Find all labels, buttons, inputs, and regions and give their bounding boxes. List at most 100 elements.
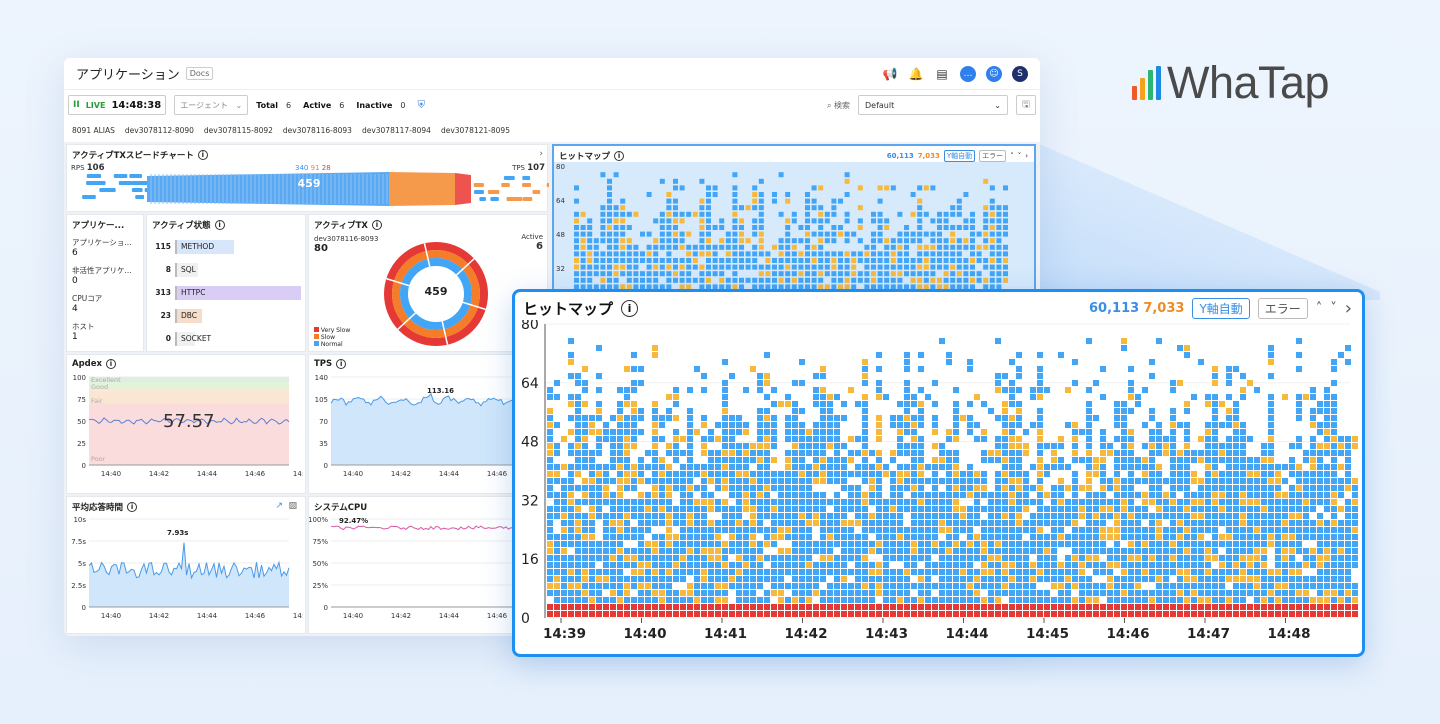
heat-cell bbox=[722, 464, 728, 470]
area-chart-icon[interactable]: ▨ bbox=[288, 501, 297, 511]
error-filter-button[interactable]: エラー bbox=[1257, 298, 1308, 319]
agent-chip[interactable]: dev3078115-8092 bbox=[203, 125, 273, 135]
docs-link[interactable]: Docs bbox=[185, 67, 214, 80]
chevron-right-icon[interactable]: › bbox=[539, 149, 543, 159]
heat-cell bbox=[897, 450, 903, 456]
heat-cell bbox=[834, 611, 840, 617]
heat-cell bbox=[1003, 251, 1008, 257]
heat-cell bbox=[946, 576, 952, 582]
megaphone-icon[interactable]: 📢 bbox=[882, 66, 898, 81]
heat-cell bbox=[574, 271, 579, 277]
heat-cell bbox=[706, 192, 711, 197]
heat-cell bbox=[827, 583, 833, 589]
heat-cell bbox=[1100, 394, 1106, 400]
chevron-right-icon[interactable]: › bbox=[1025, 152, 1028, 160]
pause-icon[interactable]: II bbox=[73, 100, 80, 110]
info-icon[interactable]: i bbox=[336, 359, 347, 369]
heat-cell bbox=[1072, 422, 1078, 428]
heat-cell bbox=[1317, 541, 1323, 547]
heat-cell bbox=[988, 527, 994, 533]
heat-cell bbox=[708, 429, 714, 435]
heat-cell bbox=[862, 611, 868, 617]
heat-cell bbox=[967, 506, 973, 512]
heat-cell bbox=[876, 520, 882, 526]
y-tick-label: 32 bbox=[521, 493, 539, 509]
heat-cell bbox=[824, 284, 830, 290]
heat-cell bbox=[610, 457, 616, 463]
calendar-icon[interactable]: ▤ bbox=[936, 66, 948, 81]
info-icon[interactable]: i bbox=[614, 151, 625, 161]
heat-cell bbox=[1058, 611, 1064, 617]
heat-cell bbox=[646, 231, 652, 237]
bell-icon[interactable]: 🔔 bbox=[908, 66, 924, 81]
heat-cell bbox=[582, 597, 588, 603]
heat-cell bbox=[1261, 611, 1267, 617]
heat-cell bbox=[701, 583, 707, 589]
heat-cell bbox=[1072, 450, 1078, 456]
heat-cell bbox=[1016, 352, 1022, 358]
heat-cell bbox=[1107, 562, 1113, 568]
info-icon[interactable]: i bbox=[214, 220, 225, 230]
heat-cell bbox=[1212, 590, 1218, 596]
chevron-up-icon[interactable]: ˄ bbox=[1315, 301, 1323, 316]
info-icon[interactable]: i bbox=[621, 300, 639, 317]
chat-icon[interactable]: … bbox=[960, 65, 976, 82]
speed-dash bbox=[501, 183, 510, 187]
heat-cell bbox=[1331, 506, 1337, 512]
active-state-row[interactable]: 23 DBC bbox=[147, 304, 305, 327]
yaxis-auto-button[interactable]: Y軸自動 bbox=[943, 150, 976, 162]
active-state-row[interactable]: 0 SOCKET bbox=[147, 327, 305, 350]
user-avatar[interactable]: S bbox=[1012, 65, 1028, 82]
heat-cell bbox=[1037, 394, 1043, 400]
heat-cell bbox=[805, 284, 810, 290]
heat-cell bbox=[624, 443, 630, 449]
agent-chip[interactable]: 8091 ALIAS bbox=[72, 125, 115, 135]
active-state-row[interactable]: 115 METHOD bbox=[147, 235, 305, 258]
chevron-up-icon[interactable]: ˄ bbox=[1010, 152, 1014, 160]
agent-chip[interactable]: dev3078112-8090 bbox=[124, 125, 194, 135]
heat-cell bbox=[918, 387, 924, 393]
agent-select[interactable]: エージェント ⌄ bbox=[174, 95, 249, 115]
live-toggle[interactable]: II LIVE 14:48:38 bbox=[68, 95, 167, 115]
agent-chip[interactable]: dev3078117-8094 bbox=[361, 125, 431, 135]
active-state-row[interactable]: 8 SQL bbox=[147, 258, 305, 281]
info-icon[interactable]: i bbox=[371, 220, 382, 230]
heat-cell bbox=[764, 408, 770, 414]
search-label[interactable]: ⌕ 検索 bbox=[827, 100, 850, 111]
heat-cell bbox=[638, 471, 644, 477]
heat-cell bbox=[638, 562, 644, 568]
heat-cell bbox=[638, 457, 644, 463]
heat-cell bbox=[995, 520, 1001, 526]
info-icon[interactable]: i bbox=[197, 150, 208, 160]
heat-cell bbox=[771, 401, 777, 407]
heat-cell bbox=[701, 576, 707, 582]
active-tx-donut[interactable] bbox=[381, 239, 491, 349]
line-chart-icon[interactable]: ↗ bbox=[275, 501, 283, 511]
save-button[interactable]: 🖫 bbox=[1016, 95, 1036, 115]
agent-chip[interactable]: dev3078121-8095 bbox=[440, 125, 510, 135]
summary-value: 0 bbox=[72, 276, 78, 286]
chevron-right-icon[interactable]: › bbox=[1344, 298, 1352, 319]
heat-cell bbox=[596, 541, 602, 547]
yaxis-auto-button[interactable]: Y軸自動 bbox=[1192, 298, 1250, 319]
info-icon[interactable]: i bbox=[127, 502, 138, 512]
error-filter-button[interactable]: エラー bbox=[979, 150, 1007, 162]
chevron-down-icon[interactable]: ˅ bbox=[1017, 152, 1022, 160]
heat-cell bbox=[937, 238, 942, 244]
heat-cell bbox=[785, 192, 791, 197]
heat-cell bbox=[1121, 604, 1127, 610]
chevron-down-icon[interactable]: ˅ bbox=[1330, 301, 1337, 316]
shield-icon[interactable]: ⛨ bbox=[417, 99, 426, 111]
heat-cell bbox=[1177, 464, 1183, 470]
bot-icon[interactable]: ☺ bbox=[986, 65, 1002, 82]
heat-cell bbox=[778, 244, 784, 250]
active-state-row[interactable]: 313 HTTPC bbox=[147, 281, 305, 304]
preset-select[interactable]: Default ⌄ bbox=[858, 95, 1008, 115]
heat-cell bbox=[967, 464, 973, 470]
heat-cell bbox=[1121, 590, 1127, 596]
agent-chip[interactable]: dev3078116-8093 bbox=[282, 125, 352, 135]
info-icon[interactable]: i bbox=[106, 359, 116, 369]
